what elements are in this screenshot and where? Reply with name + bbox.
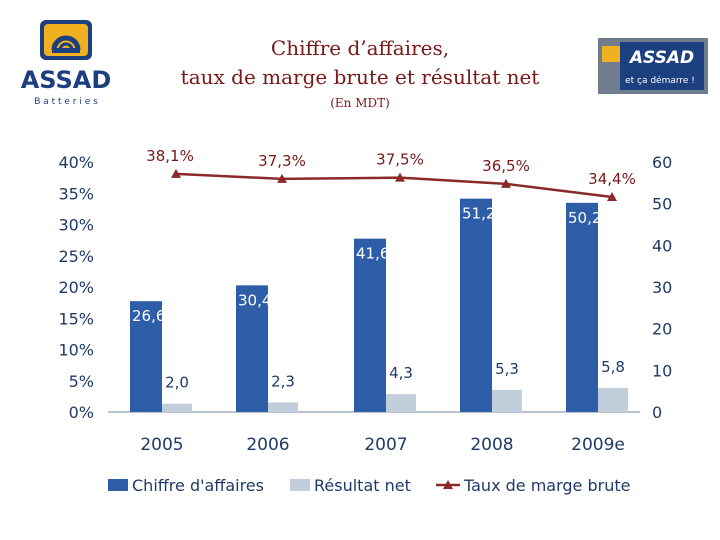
right-axis-tick: 60 [652,153,672,172]
left-axis-tick: 5% [69,372,94,391]
margin-line-point [607,192,617,201]
bar-chiffre-affaires [566,202,598,412]
assad-logo: ASSAD B a t t e r i e s [21,20,112,107]
bar-resultat-net [162,403,192,412]
title-line-2: taux de marge brute et résultat net [180,65,540,89]
right-axis-tick: 30 [652,278,672,297]
margin-line-series: 38,1% 37,3% 37,5% 36,5% 34,4% [146,147,636,201]
bar-chiffre-affaires-label: 50,2 [568,209,601,227]
chart-title: Chiffre d’affaires, taux de marge brute … [150,34,570,92]
margin-line-label: 36,5% [482,157,530,175]
right-axis-tick: 50 [652,195,672,214]
bar-resultat-net [268,402,298,412]
bar-resultat-net-label: 5,3 [495,360,519,378]
margin-line-point [501,178,511,188]
legend-marker-taux-marge [443,480,453,489]
legend-swatch-resultat-net [290,479,310,491]
bar-chiffre-affaires-label: 30,4 [238,291,271,309]
bar-resultat-net-label: 5,8 [601,358,625,376]
legend-swatch-chiffre-affaires [108,479,128,491]
right-axis-tick: 10 [652,361,672,380]
bar-chiffre-affaires-label: 51,2 [462,205,495,223]
chart-subtitle: (En MDT) [330,96,390,110]
left-axis-tick: 20% [58,278,94,297]
legend: Chiffre d'affaires Résultat net Taux de ma… [108,476,630,495]
assad-logo-brand: ASSAD [21,66,112,94]
margin-line-label: 38,1% [146,147,194,165]
left-axis-tick: 15% [58,309,94,328]
bar-resultat-net [598,387,628,412]
bar-chiffre-affaires [130,301,162,412]
assad-badge: ASSAD et ça démarre ! [598,38,708,94]
right-axis-tick: 20 [652,320,672,339]
legend-label-chiffre-affaires: Chiffre d'affaires [132,476,264,495]
x-axis-tick: 2006 [246,435,289,455]
left-axis-tick: 25% [58,247,94,266]
bar-chiffre-affaires-label: 26,6 [132,307,165,325]
bar-resultat-net [386,394,416,412]
right-axis: 0 10 20 30 40 50 60 [652,153,672,422]
bar-chiffre-affaires [460,198,492,412]
right-axis-tick: 0 [652,403,662,422]
x-axis-tick: 2009e [571,435,625,455]
margin-line-point [277,173,287,183]
bar-resultat-net-label: 2,0 [165,374,189,392]
x-axis-labels: 2005 2006 2007 2008 2009e [140,435,625,455]
margin-line-point [395,172,405,182]
bar-resultat-net [492,389,522,412]
x-axis-tick: 2008 [470,435,513,455]
margin-line [175,172,613,199]
margin-line-point [171,168,181,178]
x-axis-tick: 2005 [140,435,183,455]
margin-line-label: 34,4% [588,170,636,188]
bar-chiffre-affaires [236,285,268,412]
bar-chiffre-affaires [354,238,386,412]
margin-line-label: 37,3% [258,152,306,170]
badge-brand: ASSAD [628,48,694,68]
bar-resultat-net-label: 4,3 [389,364,413,382]
right-axis-tick: 40 [652,236,672,255]
left-axis-tick: 0% [69,403,94,422]
badge-tagline: et ça démarre ! [625,75,695,86]
left-axis-tick: 35% [58,184,94,203]
bars: 26,6 2,0 30,4 2,3 41,6 4,3 51,2 5,3 50,2 5,8 [130,198,628,412]
margin-line-label: 37,5% [376,151,424,169]
assad-logo-tagline: B a t t e r i e s [34,97,98,107]
bar-chiffre-affaires-label: 41,6 [356,245,389,263]
left-axis-tick: 10% [58,341,94,360]
left-axis-tick: 40% [58,153,94,172]
bar-resultat-net-label: 2,3 [271,372,295,390]
title-line-1: Chiffre d’affaires, [270,36,450,60]
legend-label-taux-marge: Taux de marge brute [463,476,630,495]
legend-label-resultat-net: Résultat net [314,476,411,495]
left-axis-tick: 30% [58,216,94,235]
x-axis-tick: 2007 [364,435,407,455]
left-axis: 0% 5% 10% 15% 20% 25% 30% 35% 40% [58,153,94,422]
